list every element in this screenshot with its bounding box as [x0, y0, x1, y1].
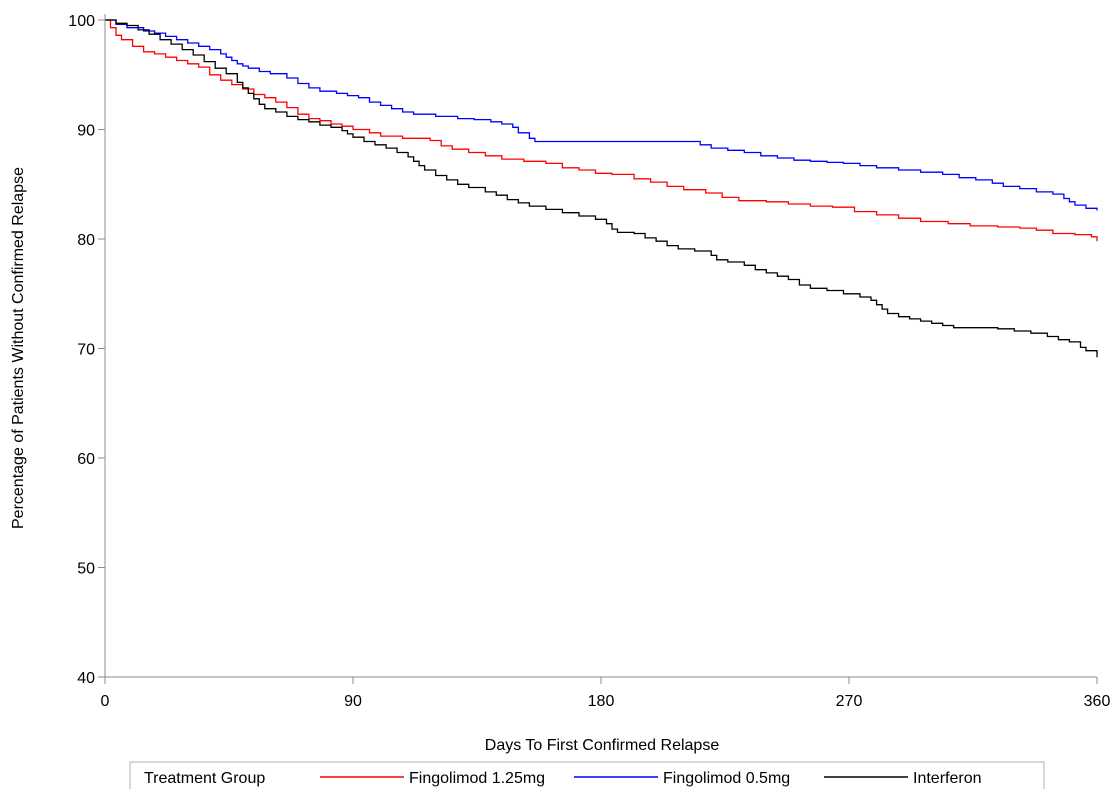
legend-items: Fingolimod 1.25mg Fingolimod 0.5mg Interfe… [320, 770, 981, 787]
legend-frame [129, 761, 1045, 789]
x-tick-label: 360 [1084, 693, 1111, 710]
legend-label: Interferon [913, 770, 981, 787]
x-tick-label: 90 [344, 693, 362, 710]
y-tick-label: 60 [77, 451, 95, 468]
y-tick-label: 50 [77, 561, 95, 578]
y-tick-label: 100 [68, 13, 95, 30]
x-tick-label: 0 [101, 693, 110, 710]
legend-title: Treatment Group [144, 770, 265, 787]
x-tick-label: 180 [588, 693, 615, 710]
legend-label: Fingolimod 0.5mg [663, 770, 790, 787]
x-tick-label: 270 [836, 693, 863, 710]
y-axis-label: Percentage of Patients Without Confirmed… [10, 167, 27, 529]
y-tick-label: 80 [77, 232, 95, 249]
axes: 40 50 60 70 80 90 100 0 90 180 270 360 [68, 13, 1110, 710]
legend-label: Fingolimod 1.25mg [409, 770, 545, 787]
y-tick-label: 90 [77, 123, 95, 140]
series-line-2 [105, 19, 1098, 211]
series-line-3 [105, 19, 1098, 358]
x-axis-label: Days To First Confirmed Relapse [485, 737, 720, 754]
y-tick-label: 70 [77, 342, 95, 359]
plot-area [105, 19, 1098, 358]
series-line-1 [105, 19, 1098, 242]
y-tick-label: 40 [77, 670, 95, 687]
legend: Treatment Group Fingolimod 1.25mg Fingoli… [129, 761, 1045, 789]
